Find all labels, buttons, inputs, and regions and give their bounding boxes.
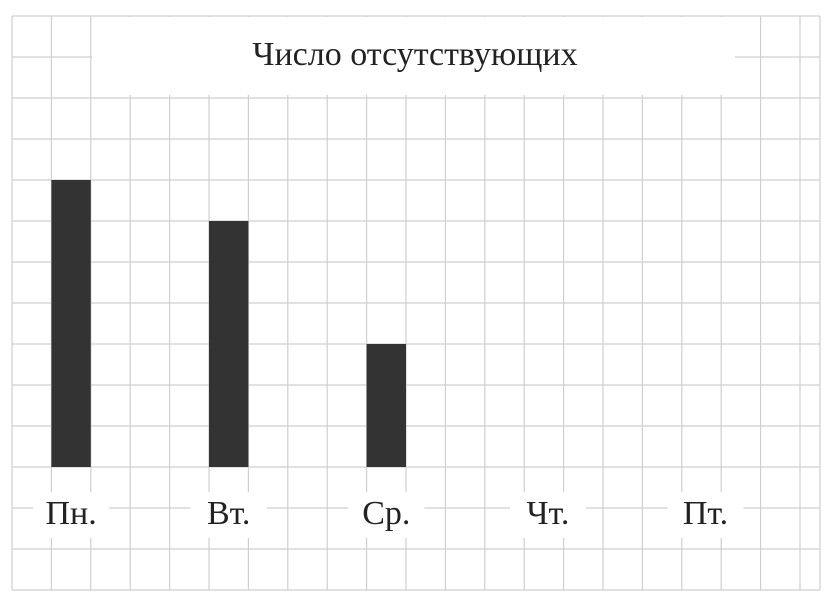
x-tick-label: Пт. (683, 495, 728, 532)
label-bg (190, 492, 267, 538)
label-bg (667, 492, 744, 538)
bar (51, 180, 91, 467)
bar (209, 221, 249, 467)
x-tick-label: Пн. (45, 495, 96, 532)
label-bg (348, 492, 425, 538)
bar (366, 344, 406, 467)
x-tick-label: Вт. (207, 495, 250, 532)
label-bg (33, 492, 110, 538)
chart-title: Число отсутствующих (252, 36, 577, 73)
label-bg (509, 492, 586, 538)
x-tick-label: Чт. (526, 495, 569, 532)
x-tick-label: Ср. (362, 495, 410, 532)
title-box (92, 17, 735, 95)
